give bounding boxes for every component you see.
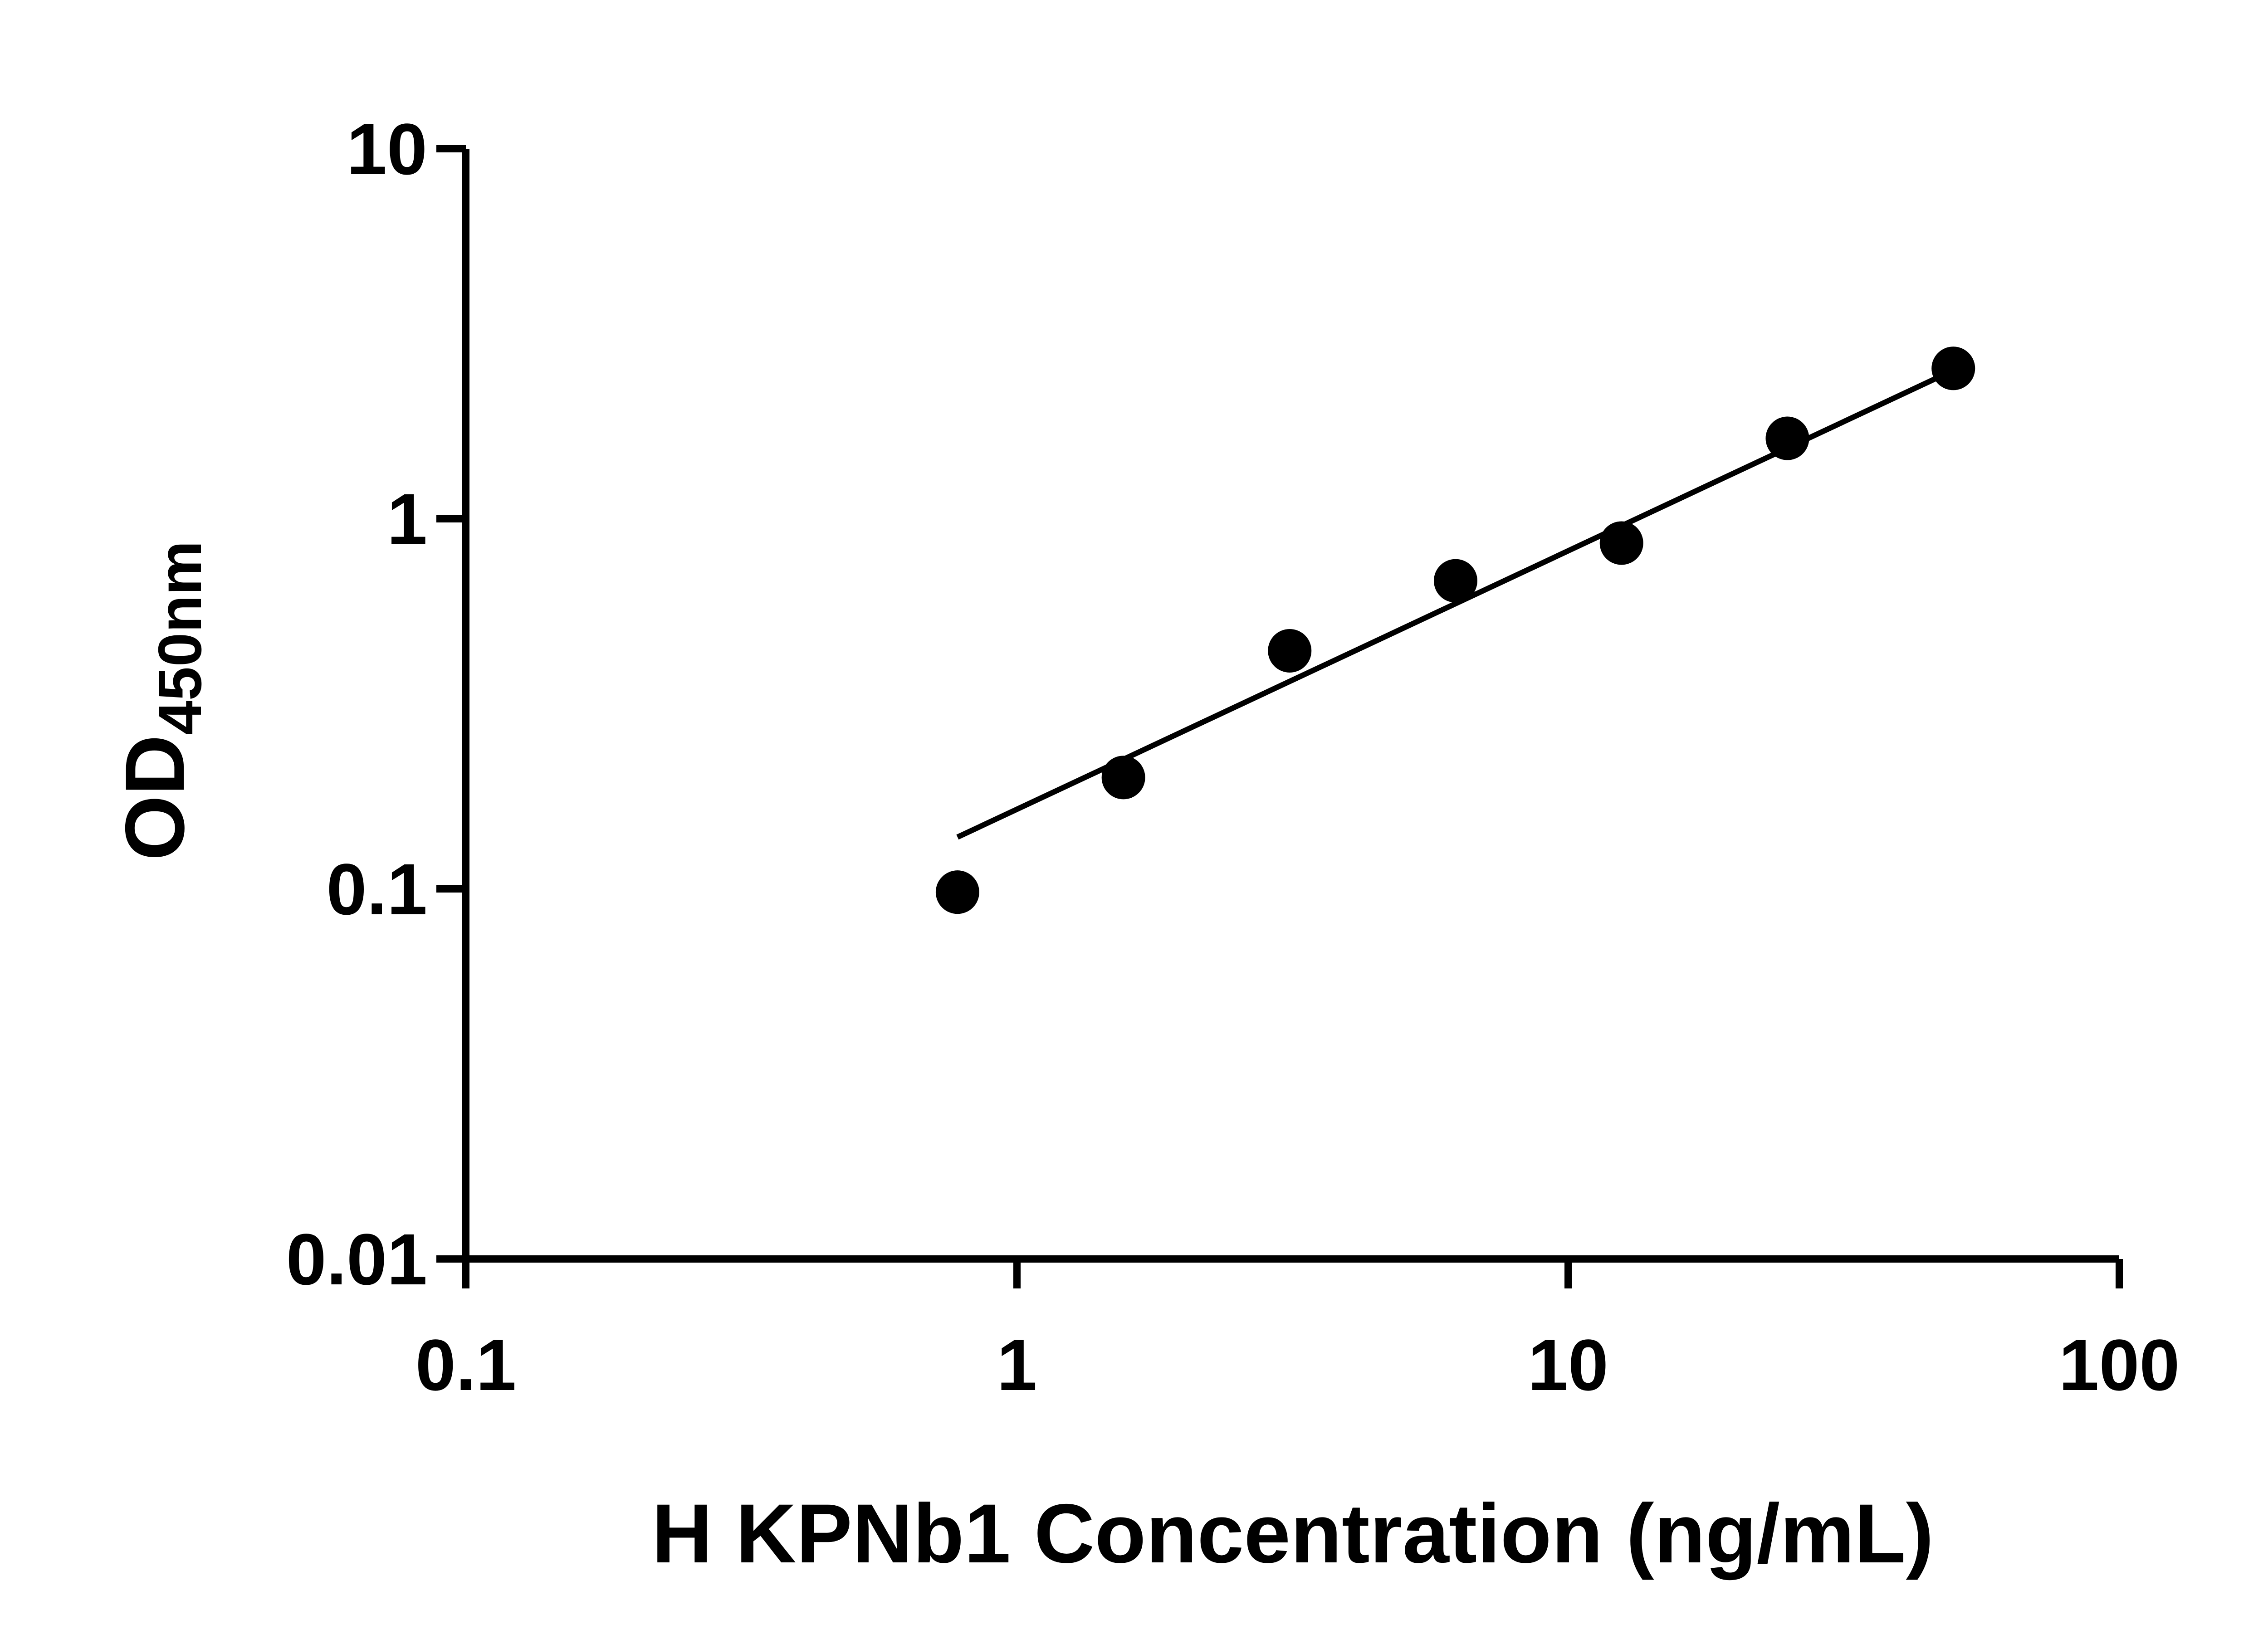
y-axis-title-subscript: 450nm bbox=[146, 541, 214, 735]
y-tick-label: 10 bbox=[347, 108, 427, 190]
axis-lines bbox=[462, 149, 2119, 1263]
y-tick-label: 0.01 bbox=[286, 1219, 427, 1300]
x-tick-label: 100 bbox=[2059, 1324, 2180, 1405]
x-tick-label: 10 bbox=[1528, 1324, 1608, 1405]
data-point bbox=[1101, 756, 1145, 800]
data-point bbox=[1765, 416, 1809, 460]
x-tick-label: 1 bbox=[997, 1324, 1037, 1405]
data-point bbox=[1599, 521, 1643, 565]
data-point bbox=[1931, 346, 1975, 390]
y-axis-title: OD450nm bbox=[108, 541, 214, 860]
y-tick-label: 0.1 bbox=[327, 849, 427, 930]
data-point bbox=[1433, 559, 1477, 603]
y-axis-title-main: OD bbox=[108, 735, 202, 861]
plot-layer: 0.01 0.1 1 10 0.1 1 10 100 bbox=[286, 108, 2180, 1405]
data-point bbox=[935, 870, 979, 914]
data-point bbox=[1268, 629, 1312, 673]
x-axis-title: H KPNb1 Concentration (ng/mL) bbox=[652, 1487, 1934, 1581]
x-tick-label: 0.1 bbox=[415, 1324, 516, 1405]
y-tick-label: 1 bbox=[387, 478, 427, 560]
